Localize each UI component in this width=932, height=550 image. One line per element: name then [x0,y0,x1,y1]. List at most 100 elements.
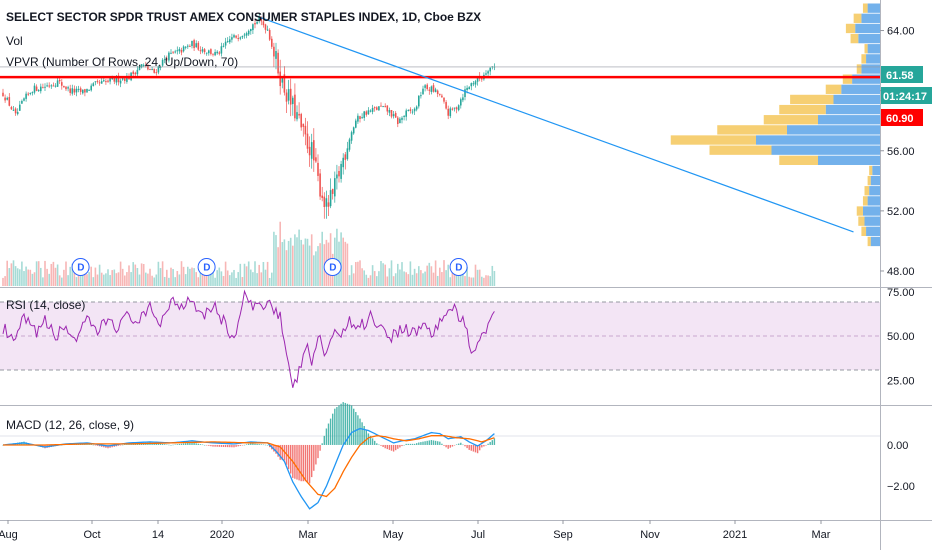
candle-body [61,82,63,86]
vp-row-down [861,226,867,236]
vp-row-down [790,94,834,105]
candle-body [224,41,227,46]
candle-body [205,52,208,54]
volume-bar [476,269,479,286]
vp-row-down [709,145,772,155]
volume-bar [300,239,302,286]
vp-row-down [867,236,871,247]
time-tick-label: Nov [640,529,660,541]
volume-bar [21,261,23,286]
volume-bar [92,277,95,286]
vp-row-down [853,13,862,23]
volume-bar [380,261,382,286]
volume-bar [199,271,202,286]
vp-row-up [852,74,880,84]
macd-histogram-bar [455,444,458,445]
candle-body [172,51,174,53]
candle-body [434,89,437,93]
vp-row-down [670,135,756,145]
volume-bar [292,245,294,286]
volume-bar [166,269,168,286]
macd-histogram-bar [119,444,122,446]
macd-histogram-bar [445,444,447,448]
candle-body [418,95,420,107]
candle-body [107,80,109,82]
macd-histogram-bar [218,444,220,447]
candle-body [376,107,378,110]
candle-body [142,65,145,67]
volume-bar [403,271,405,286]
macd-histogram-bar [348,404,351,445]
volume-bar [470,277,473,286]
candle-body [380,105,382,107]
candle-body [88,89,90,91]
candle-body [373,107,376,109]
macd-histogram-bar [212,444,214,447]
volume-bar [277,247,279,286]
red-level-badge: 60.90 [881,109,923,126]
candle-body [485,73,487,75]
volume-bar [289,237,292,286]
candle-body [262,21,265,26]
volume-bar [184,274,187,286]
candle-body [388,110,391,113]
macd-histogram-bar [122,444,124,446]
macd-histogram-bar [474,444,477,453]
volume-bar [73,270,76,286]
vp-row-up [756,135,880,145]
vp-row-down [867,175,871,186]
candle-body [124,78,126,81]
macd-histogram-bar [479,444,481,451]
candle-body [323,196,326,208]
candle-body [411,111,414,113]
dividend-marker [323,258,342,276]
volume-bar [67,275,69,286]
macd-histogram-bar [390,444,393,451]
macd-histogram-bar [239,444,241,446]
candle-body [136,69,139,75]
candle-body [348,139,351,150]
candle-body [149,68,151,70]
volume-bar [413,268,416,286]
chart-title: SELECT SECTOR SPDR TRUST AMEX CONSUMER S… [6,10,481,24]
macd-histogram-bar [266,444,269,446]
candle-body [201,49,204,52]
volume-bar [319,243,321,286]
candle-body [218,52,221,54]
macd-histogram-bar [243,444,246,446]
candle-body [237,38,239,40]
candle-body [334,178,336,197]
volume-bar [388,268,391,286]
candle-body [325,198,328,207]
volume-bar [121,268,124,286]
macd-histogram-bar [214,444,216,447]
candle-body [489,67,491,72]
volume-bar [296,237,298,286]
candle-body [222,45,225,47]
macd-histogram-bar [185,443,187,445]
candle-body [210,49,212,54]
vp-row-down [717,125,787,135]
candle-body [4,97,6,101]
candle-body [247,30,250,35]
dividend-marker [449,258,468,276]
macd-histogram-bar [485,444,487,446]
volume-bar [298,229,300,286]
volume-bar [111,270,113,286]
candle-body [33,85,36,93]
candle-body [258,16,260,22]
candle-body [187,45,189,47]
candle-body [92,83,95,87]
candle-body [294,94,296,119]
volume-bar [434,260,437,286]
volume-bar [2,277,4,286]
candle-body [436,90,439,95]
candle-body [424,85,426,88]
macd-histogram-bar [338,405,340,445]
macd-histogram-bar [237,444,239,447]
vp-row-up [818,115,880,125]
vp-row-down [845,23,856,34]
candle-body [115,76,118,83]
